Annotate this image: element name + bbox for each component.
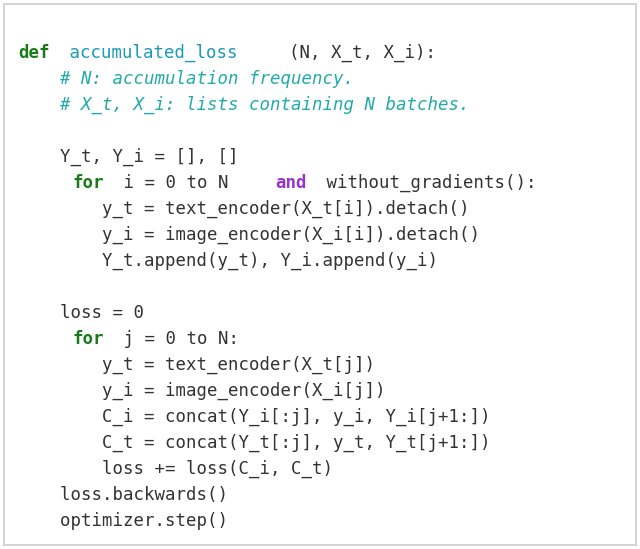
Text: Y_t.append(y_t), Y_i.append(y_i): Y_t.append(y_t), Y_i.append(y_i) [18, 252, 438, 270]
Text: without_gradients():: without_gradients(): [316, 174, 536, 192]
Text: y_i = image_encoder(X_i[i]).detach(): y_i = image_encoder(X_i[i]).detach() [18, 226, 480, 244]
Text: C_t = concat(Y_t[:j], y_t, Y_t[j+1:]): C_t = concat(Y_t[:j], y_t, Y_t[j+1:]) [18, 434, 490, 452]
Text: loss.backwards(): loss.backwards() [18, 486, 228, 504]
Text: y_t = text_encoder(X_t[i]).detach(): y_t = text_encoder(X_t[i]).detach() [18, 200, 470, 219]
Text: optimizer.step(): optimizer.step() [18, 512, 228, 530]
Text: (N, X_t, X_i):: (N, X_t, X_i): [289, 44, 436, 62]
Text: loss = 0: loss = 0 [18, 304, 144, 322]
Text: accumulated_loss: accumulated_loss [59, 44, 237, 62]
Text: y_t = text_encoder(X_t[j]): y_t = text_encoder(X_t[j]) [18, 356, 375, 374]
Text: for: for [72, 174, 104, 192]
Text: def: def [18, 44, 49, 62]
Text: Y_t, Y_i = [], []: Y_t, Y_i = [], [] [18, 148, 239, 166]
Text: C_i = concat(Y_i[:j], y_i, Y_i[j+1:]): C_i = concat(Y_i[:j], y_i, Y_i[j+1:]) [18, 408, 490, 426]
Text: # X_t, X_i: lists containing N batches.: # X_t, X_i: lists containing N batches. [18, 96, 470, 114]
Text: i = 0 to N: i = 0 to N [113, 174, 239, 192]
Text: and: and [275, 174, 307, 192]
Text: # N: accumulation frequency.: # N: accumulation frequency. [18, 70, 354, 88]
Text: y_i = image_encoder(X_i[j]): y_i = image_encoder(X_i[j]) [18, 382, 385, 400]
Text: for: for [72, 330, 104, 348]
Text: j = 0 to N:: j = 0 to N: [113, 330, 239, 348]
Text: loss += loss(C_i, C_t): loss += loss(C_i, C_t) [18, 460, 333, 478]
